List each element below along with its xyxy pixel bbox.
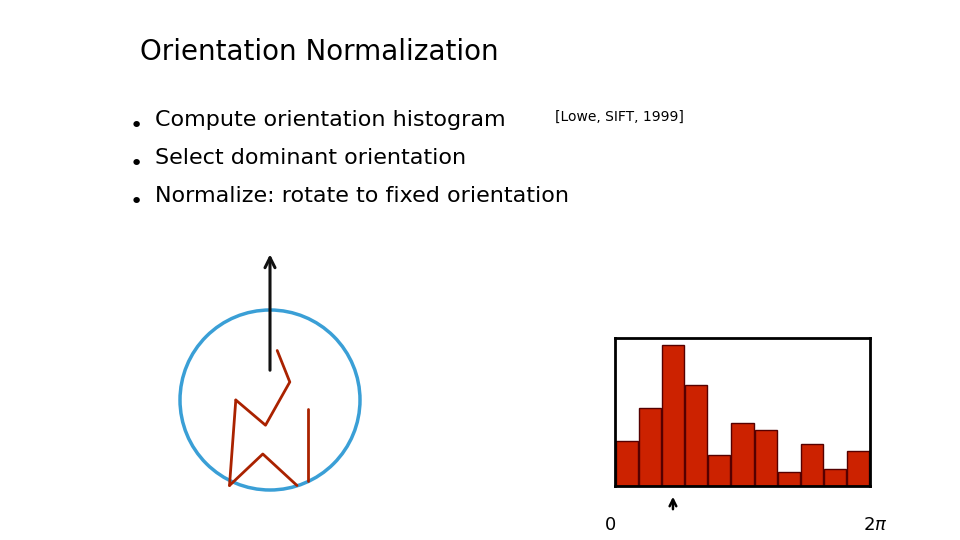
Bar [778,472,800,486]
Bar [638,408,660,486]
Text: $2\pi$: $2\pi$ [863,516,887,534]
Text: •: • [130,154,143,174]
Text: •: • [130,116,143,136]
Bar [662,345,684,486]
Bar [848,451,870,486]
Text: Compute orientation histogram: Compute orientation histogram [155,110,506,130]
Bar [732,423,754,486]
Text: •: • [130,192,143,212]
Bar [685,384,708,486]
Bar [615,441,637,486]
Bar [801,444,823,486]
Text: Select dominant orientation: Select dominant orientation [155,148,467,168]
Text: 0: 0 [605,516,615,534]
Bar [755,430,777,486]
Text: Normalize: rotate to fixed orientation: Normalize: rotate to fixed orientation [155,186,569,206]
Bar [708,455,731,486]
Text: [Lowe, SIFT, 1999]: [Lowe, SIFT, 1999] [555,110,684,124]
Text: Orientation Normalization: Orientation Normalization [140,38,498,66]
Bar [825,469,846,486]
